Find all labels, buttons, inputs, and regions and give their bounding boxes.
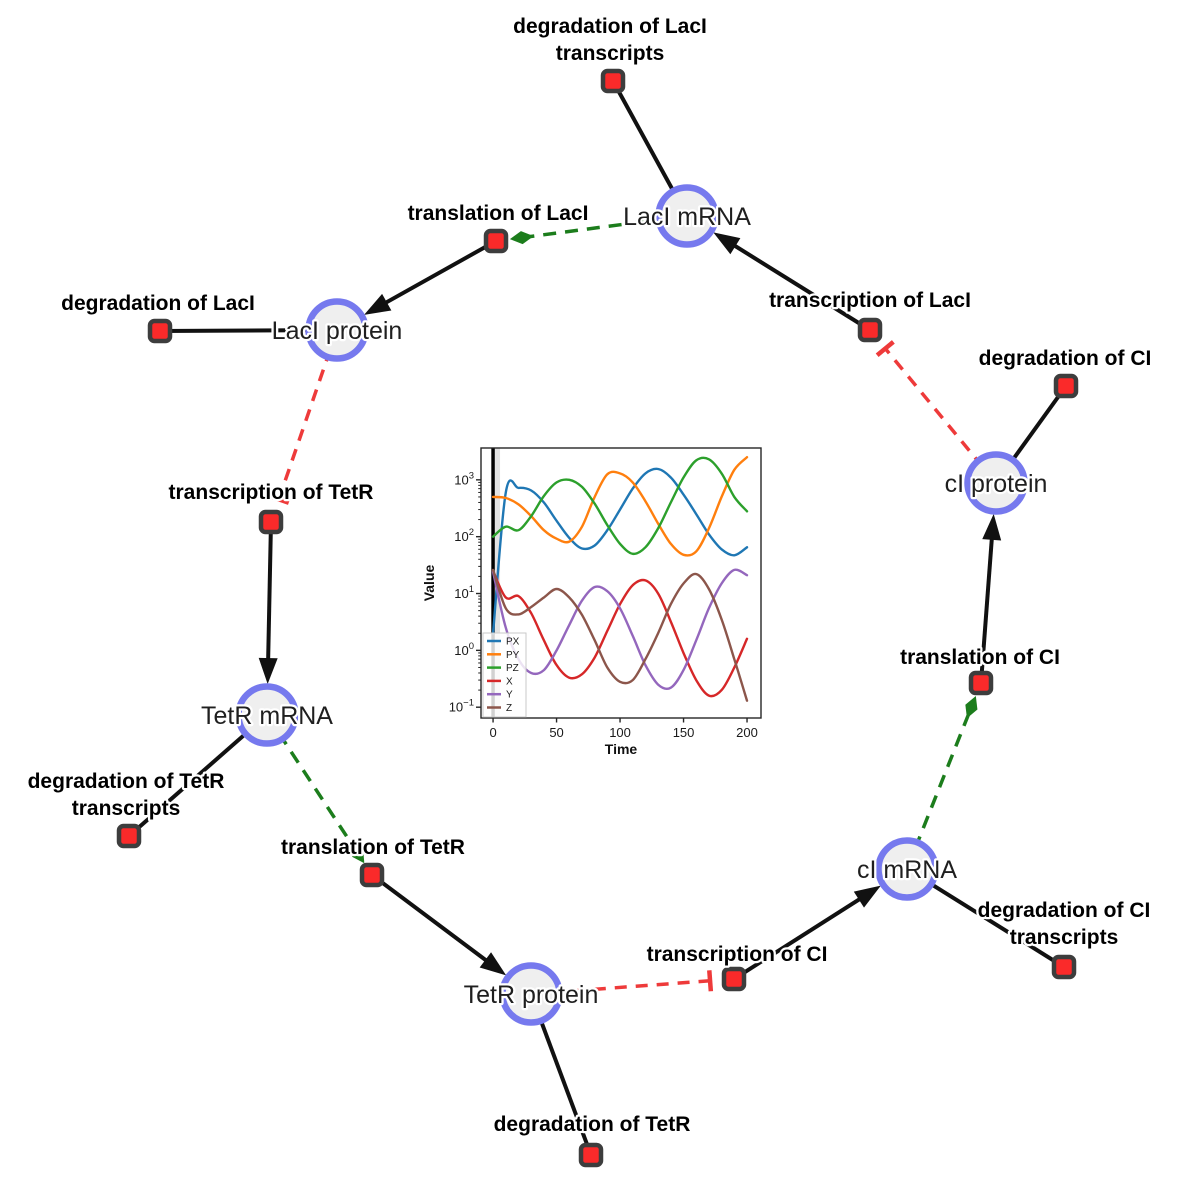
x-tick-label: 50: [549, 725, 563, 740]
chart-series-X: [491, 569, 749, 698]
legend-label-Z: Z: [506, 703, 512, 714]
reaction-label-deg_tetr_transcripts-line2: transcripts: [72, 797, 181, 820]
species-node-tetr_protein: [499, 962, 563, 1026]
species-label-laci_mrna: LacI mRNA: [623, 203, 751, 231]
edge-inhibition-ci_protein-transcription_laci-tee-bar-icon: [875, 340, 895, 357]
y-tick-label: 103: [454, 470, 474, 487]
reaction-label-translation_laci: translation of LacI: [408, 202, 589, 225]
species-label-tetr_protein: TetR protein: [464, 981, 599, 1009]
reaction-node-transcription_ci: [721, 966, 747, 992]
edge-production-transcription_ci-ci_mrna-arrowhead-icon: [853, 885, 881, 908]
reaction-node-deg_laci_transcripts: [600, 68, 626, 94]
edge-production-transcription_laci-laci_mrna-arrowhead-icon: [713, 232, 741, 255]
x-tick-label: 200: [736, 725, 758, 740]
chart-series-PZ: [491, 456, 749, 556]
edge-production-translation_laci-laci_protein-arrowhead-icon: [364, 293, 392, 315]
reaction-label-transcription_ci: transcription of CI: [647, 943, 828, 966]
legend-label-Y: Y: [506, 690, 513, 701]
legend-box: [482, 632, 527, 718]
edge-catalysis-tetr_mrna-translation_tetr-diamond-arrowhead-icon: [351, 843, 365, 864]
reaction-label-transcription_tetr: transcription of TetR: [169, 481, 374, 504]
reaction-label-translation_tetr: translation of TetR: [281, 836, 465, 859]
species-label-ci_protein: cI protein: [945, 470, 1048, 498]
reaction-node-deg_tetr: [578, 1142, 604, 1168]
species-nodes-layer: [235, 184, 1028, 1026]
reaction-label-deg_tetr: degradation of TetR: [494, 1113, 691, 1136]
plot-background: [481, 448, 761, 718]
legend-label-PY: PY: [506, 650, 520, 661]
y-axis-label: Value: [421, 565, 437, 602]
edge-production-translation_tetr-tetr_protein: [370, 873, 501, 973]
species-node-ci_protein: [964, 451, 1028, 515]
chart-series-Y: [491, 568, 749, 691]
edge-production-transcription_laci-laci_mrna: [719, 234, 872, 332]
chart-series-PY: [491, 456, 749, 557]
y-tick-label: 101: [454, 584, 474, 601]
reaction-label-deg_ci: degradation of CI: [979, 347, 1152, 370]
edge-production-transcription_tetr-tetr_mrna-arrowhead-icon: [258, 657, 278, 685]
species-node-laci_mrna: [655, 184, 719, 248]
species-label-laci_protein: LacI protein: [272, 317, 403, 345]
reaction-node-deg_laci: [147, 318, 173, 344]
reaction-label-translation_ci: translation of CI: [900, 646, 1060, 669]
species-node-laci_protein: [305, 298, 369, 362]
reaction-label-deg_laci: degradation of LacI: [61, 292, 255, 315]
x-tick-label: 0: [489, 725, 496, 740]
species-label-ci_mrna: cI mRNA: [857, 856, 957, 884]
legend-label-PZ: PZ: [506, 663, 519, 674]
legend-label-PX: PX: [506, 637, 520, 648]
chart-series-PX: [491, 467, 749, 635]
plot-spines: [480, 447, 762, 719]
edge-inhibition-laci_protein-transcription_tetr-tee-bar-icon: [268, 493, 290, 505]
legend-label-X: X: [506, 676, 513, 687]
reaction-node-deg_ci: [1053, 373, 1079, 399]
reaction-label-deg_ci_transcripts-line1: degradation of CI: [978, 899, 1151, 922]
edge-production-transcription_ci-ci_mrna: [732, 888, 876, 981]
y-tick-label: 10−1: [449, 698, 474, 715]
reaction-node-transcription_tetr: [258, 509, 284, 535]
edge-catalysis-ci_mrna-translation_ci-diamond-arrowhead-icon: [965, 696, 978, 719]
edge-catalysis-laci_mrna-translation_laci-diamond-arrowhead-icon: [509, 231, 534, 245]
reaction-node-deg_ci_transcripts: [1051, 954, 1077, 980]
reaction-label-transcription_laci: transcription of LacI: [769, 289, 971, 312]
reaction-node-translation_laci: [483, 228, 509, 254]
reaction-node-transcription_laci: [857, 317, 883, 343]
chart-series-Z: [491, 568, 749, 702]
y-tick-label: 102: [454, 527, 474, 544]
inset-chart: 0 50 100 150 200 10−1 100 101 102 103 Time Value PX P…: [421, 447, 762, 757]
reaction-node-translation_tetr: [359, 862, 385, 888]
x-tick-label: 150: [673, 725, 695, 740]
edge-production-translation_ci-ci_protein-arrowhead-icon: [982, 513, 1002, 541]
edge-production-translation_laci-laci_protein: [370, 239, 497, 313]
edge-production-transcription_tetr-tetr_mrna: [265, 521, 273, 677]
reaction-label-deg_laci_transcripts-line1: degradation of LacI: [513, 15, 707, 38]
species-label-tetr_mrna: TetR mRNA: [201, 702, 333, 730]
edge-production-translation_tetr-tetr_protein-arrowhead-icon: [479, 952, 507, 976]
edge-production-translation_ci-ci_protein: [979, 521, 996, 684]
reaction-node-translation_ci: [968, 670, 994, 696]
reaction-nodes-layer: [116, 68, 1079, 1168]
species-node-tetr_mrna: [235, 683, 299, 747]
x-tick-label: 100: [609, 725, 631, 740]
reaction-label-deg_tetr_transcripts-line1: degradation of TetR: [28, 770, 225, 793]
species-node-ci_mrna: [875, 837, 939, 901]
y-tick-label: 100: [454, 641, 474, 658]
labels-layer: LacI mRNA LacI protein cI protein TetR mRNA…: [25, 13, 1153, 1139]
reaction-label-deg_ci_transcripts-line2: transcripts: [1010, 926, 1119, 949]
edge-inhibition-tetr_protein-transcription_ci-tee-bar-icon: [707, 970, 714, 992]
reaction-node-deg_tetr_transcripts: [116, 823, 142, 849]
reaction-label-deg_laci_transcripts-line2: transcripts: [556, 42, 665, 65]
x-axis-label: Time: [605, 741, 638, 757]
